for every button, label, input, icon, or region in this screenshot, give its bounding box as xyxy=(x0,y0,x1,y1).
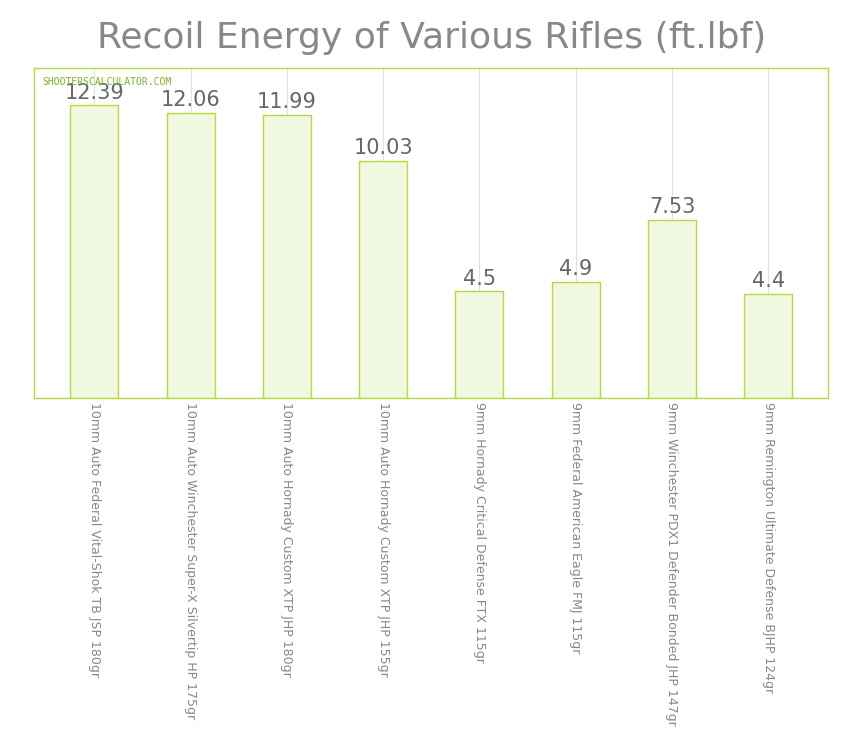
Bar xyxy=(70,106,119,398)
Text: 7.53: 7.53 xyxy=(648,197,694,217)
Title: Recoil Energy of Various Rifles (ft.lbf): Recoil Energy of Various Rifles (ft.lbf) xyxy=(96,21,765,55)
Text: 12.06: 12.06 xyxy=(160,91,220,110)
Bar xyxy=(455,292,503,398)
Text: SHOOTERSCALCULATOR.COM: SHOOTERSCALCULATOR.COM xyxy=(42,77,171,88)
Text: 4.9: 4.9 xyxy=(559,260,592,279)
Bar xyxy=(647,220,695,398)
Text: 11.99: 11.99 xyxy=(257,92,316,112)
Bar xyxy=(358,161,407,398)
Text: 4.5: 4.5 xyxy=(462,268,496,289)
Bar xyxy=(263,115,310,398)
Text: 12.39: 12.39 xyxy=(64,82,124,103)
Text: 4.4: 4.4 xyxy=(751,271,784,291)
Bar xyxy=(166,113,214,398)
Bar xyxy=(551,282,599,398)
Bar xyxy=(743,294,792,398)
Text: 10.03: 10.03 xyxy=(353,138,413,158)
